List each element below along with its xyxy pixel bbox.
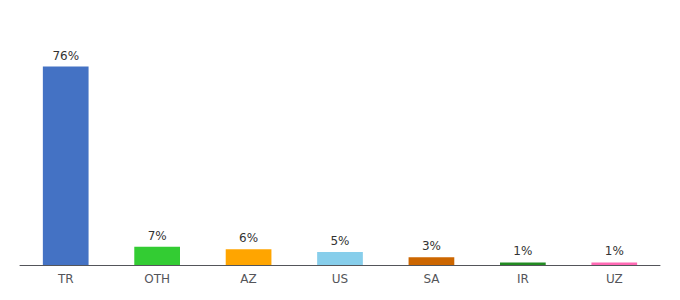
svg-text:SA: SA: [423, 272, 440, 286]
svg-text:76%: 76%: [52, 49, 79, 63]
svg-text:7%: 7%: [148, 229, 167, 243]
svg-text:US: US: [332, 272, 348, 286]
svg-text:6%: 6%: [239, 231, 258, 245]
svg-text:IR: IR: [517, 272, 529, 286]
svg-text:UZ: UZ: [606, 272, 623, 286]
svg-text:1%: 1%: [513, 244, 532, 258]
svg-text:TR: TR: [57, 272, 74, 286]
svg-text:3%: 3%: [422, 239, 441, 253]
svg-text:5%: 5%: [330, 234, 349, 248]
svg-text:1%: 1%: [605, 244, 624, 258]
svg-text:AZ: AZ: [240, 272, 256, 286]
svg-text:OTH: OTH: [144, 272, 170, 286]
